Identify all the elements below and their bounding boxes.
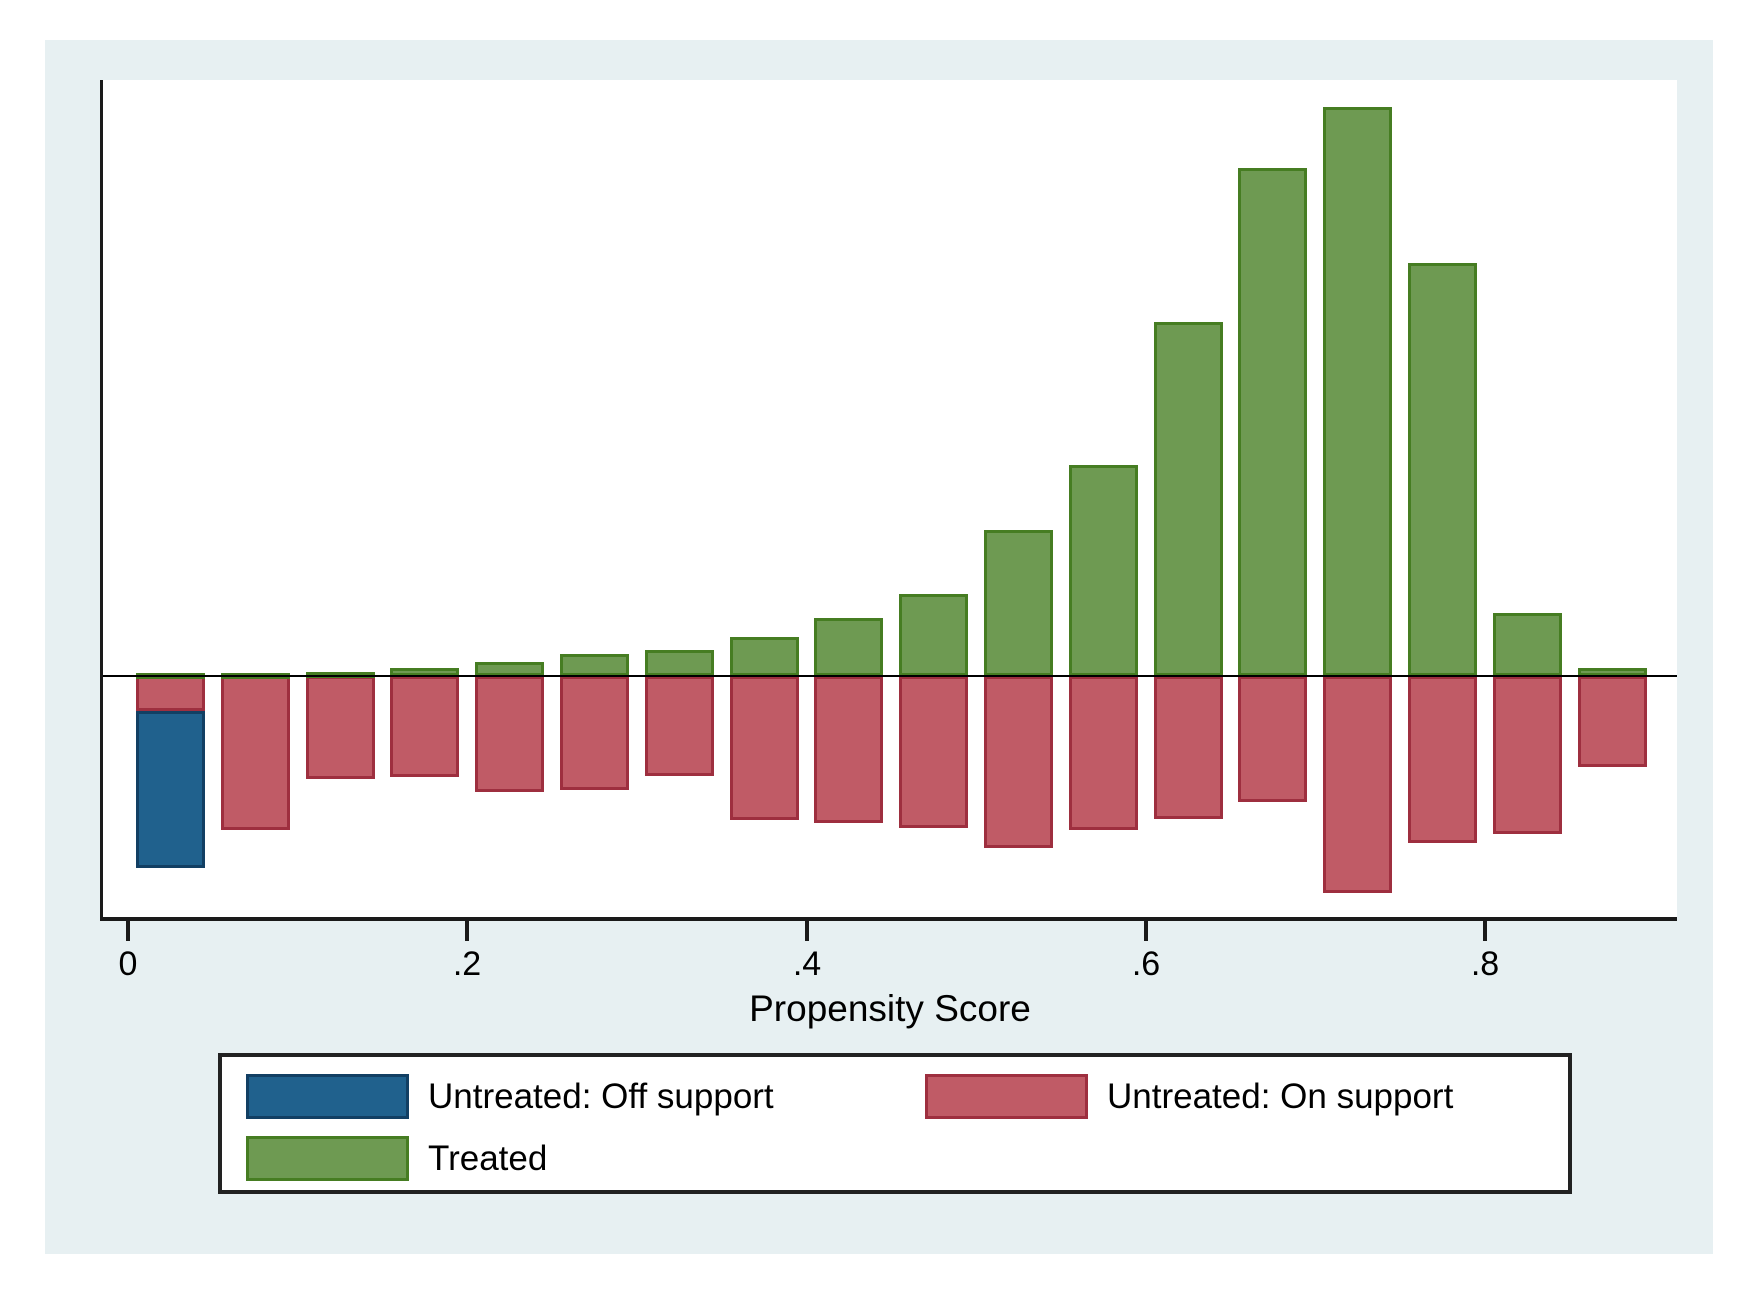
- x-tick-label-.6: .6: [1131, 945, 1161, 983]
- bar-untreated-on-bin-2: [306, 676, 375, 779]
- bar-untreated-on-bin-11: [1069, 676, 1138, 830]
- bar-treated-bin-9: [899, 594, 968, 676]
- bar-treated-bin-4: [475, 662, 544, 676]
- x-tick-label-.4: .4: [792, 945, 822, 983]
- bar-untreated-on-bin-6: [645, 676, 714, 776]
- bar-untreated-on-bin-9: [899, 676, 968, 828]
- x-tick-.6: [1144, 921, 1148, 941]
- legend-swatch-untreated-on-support: [925, 1074, 1088, 1119]
- x-tick-label-.2: .2: [452, 945, 482, 983]
- x-tick-.4: [805, 921, 809, 941]
- x-tick-0: [126, 921, 130, 941]
- bar-untreated-on-bin-15: [1408, 676, 1477, 843]
- bar-untreated-on-bin-17: [1578, 676, 1647, 767]
- bar-treated-bin-6: [645, 650, 714, 676]
- bar-untreated-on-bin-12: [1154, 676, 1223, 819]
- bar-untreated-off-bin-0: [136, 711, 205, 868]
- bar-untreated-on-bin-4: [475, 676, 544, 792]
- bar-treated-bin-7: [730, 637, 799, 676]
- legend-label-treated: Treated: [428, 1139, 548, 1178]
- y-axis-line: [100, 80, 103, 920]
- x-axis-title: Propensity Score: [749, 988, 1031, 1029]
- bar-treated-bin-8: [814, 618, 883, 676]
- bar-untreated-on-bin-8: [814, 676, 883, 823]
- bar-untreated-on-bin-14: [1323, 676, 1392, 893]
- bar-treated-bin-10: [984, 530, 1053, 676]
- bar-treated-bin-17: [1578, 668, 1647, 676]
- bar-treated-bin-14: [1323, 107, 1392, 676]
- zero-baseline: [103, 675, 1677, 677]
- bar-treated-bin-3: [390, 668, 459, 676]
- bar-untreated-on-bin-1: [221, 676, 290, 830]
- legend-label-untreated-on-support: Untreated: On support: [1107, 1077, 1454, 1116]
- legend-swatch-treated: [246, 1136, 409, 1181]
- bar-treated-bin-5: [560, 654, 629, 676]
- chart-background-panel: 0 .2 .4 .6 .8 Propensity Score Untreated: Of…: [45, 40, 1713, 1254]
- x-tick-label-0: 0: [118, 945, 138, 983]
- bar-untreated-on-bin-16: [1493, 676, 1562, 834]
- x-tick-.2: [465, 921, 469, 941]
- x-axis-line: [100, 917, 1677, 921]
- legend-swatch-untreated-off-support: [246, 1074, 409, 1119]
- legend-box: Untreated: Off support Untreated: On sup…: [218, 1053, 1572, 1194]
- bar-untreated-on-bin-10: [984, 676, 1053, 848]
- legend-label-untreated-off-support: Untreated: Off support: [428, 1077, 774, 1116]
- bar-untreated-on-bin-13: [1238, 676, 1307, 802]
- bar-treated-bin-15: [1408, 263, 1477, 676]
- bar-treated-bin-11: [1069, 465, 1138, 676]
- bar-untreated-on-bin-5: [560, 676, 629, 790]
- bar-untreated-on-bin-0: [136, 676, 205, 711]
- x-tick-.8: [1483, 921, 1487, 941]
- bar-untreated-on-bin-3: [390, 676, 459, 777]
- x-tick-label-.8: .8: [1470, 945, 1500, 983]
- bar-treated-bin-16: [1493, 613, 1562, 676]
- bar-treated-bin-12: [1154, 322, 1223, 676]
- bar-untreated-on-bin-7: [730, 676, 799, 820]
- bar-treated-bin-13: [1238, 168, 1307, 676]
